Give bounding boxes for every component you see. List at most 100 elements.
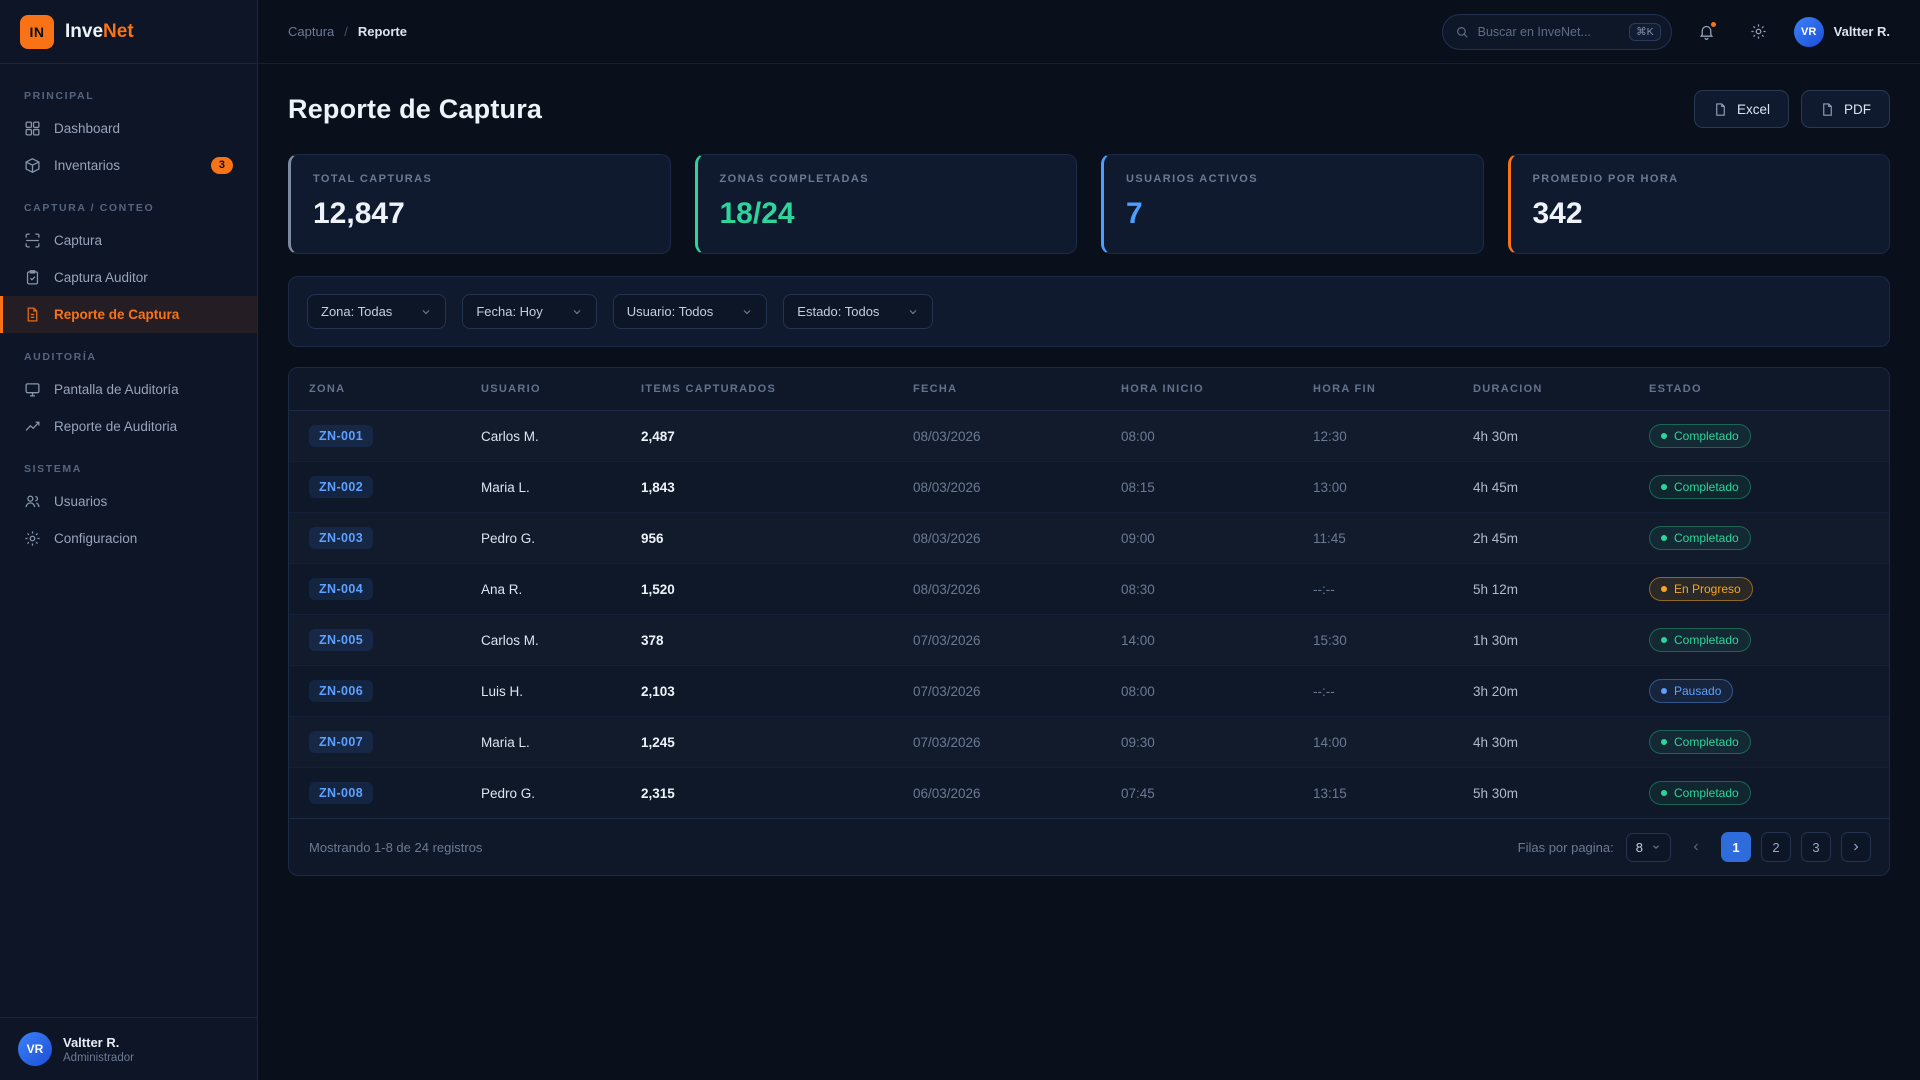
- sidebar-item-label: Usuarios: [54, 494, 108, 510]
- zone-badge[interactable]: ZN-002: [309, 476, 374, 498]
- filter-usuario[interactable]: Usuario: Todos: [612, 294, 768, 329]
- export-excel-button[interactable]: Excel: [1693, 90, 1789, 128]
- avatar: VR: [1793, 16, 1824, 47]
- stat-label: Zonas Completadas: [719, 173, 869, 185]
- sidebar-item-label: Inventarios: [54, 158, 121, 174]
- zone-badge[interactable]: ZN-008: [309, 782, 374, 804]
- col-usuario: Usuario: [465, 368, 625, 411]
- sidebar-user-name: Valtter R.: [63, 1034, 120, 1050]
- cell-usuario: Carlos M.: [465, 614, 625, 666]
- cell-duracion: 4h 45m: [1457, 461, 1633, 513]
- sidebar-item-usuarios[interactable]: Usuarios: [0, 483, 257, 520]
- brand-name: InveNet: [65, 20, 134, 42]
- sidebar-user-card[interactable]: VR Valtter R. Administrador: [0, 1017, 257, 1080]
- sidebar-item-reporte-de-captura[interactable]: Reporte de Captura: [0, 296, 257, 334]
- sidebar-item-label: Captura Auditor: [54, 270, 148, 286]
- export-actions: Excel PDF: [1693, 90, 1890, 128]
- stat-label: Promedio por Hora: [1532, 173, 1679, 185]
- zone-badge[interactable]: ZN-001: [309, 425, 374, 447]
- chevron-right-icon: [1850, 841, 1862, 853]
- filter-estado[interactable]: Estado: Todos: [783, 294, 934, 329]
- status-badge: Completado: [1649, 781, 1751, 805]
- sidebar-item-captura[interactable]: Captura: [0, 222, 257, 259]
- sidebar-item-label: Pantalla de Auditoría: [54, 382, 179, 398]
- stat-value: 7: [1126, 197, 1143, 230]
- zone-badge[interactable]: ZN-004: [309, 578, 374, 600]
- zone-badge[interactable]: ZN-007: [309, 731, 374, 753]
- sidebar-item-pantalla-auditoria[interactable]: Pantalla de Auditoría: [0, 371, 257, 408]
- cell-hora-inicio: 09:00: [1105, 512, 1297, 564]
- filter-zona[interactable]: Zona: Todas: [307, 294, 447, 329]
- settings-button[interactable]: [1742, 15, 1776, 49]
- main-area: Captura / Reporte ⌘K VR Valtter R.: [258, 0, 1920, 1080]
- topbar-user-name: Valtter R.: [1833, 24, 1890, 39]
- prev-page-button[interactable]: [1681, 832, 1711, 862]
- stat-label: Usuarios Activos: [1126, 173, 1259, 185]
- cell-duracion: 4h 30m: [1457, 410, 1633, 462]
- cell-hora-fin: 15:30: [1297, 614, 1457, 666]
- cell-usuario: Maria L.: [465, 461, 625, 513]
- audit-screen-icon: [24, 381, 41, 398]
- cell-items: 2,315: [641, 785, 675, 801]
- col-fecha: Fecha: [897, 368, 1105, 411]
- audit-report-icon: [24, 418, 41, 435]
- sidebar-item-inventarios[interactable]: Captura Inventarios 3: [0, 147, 257, 184]
- notification-dot: [1709, 20, 1717, 28]
- cell-hora-inicio: 09:30: [1105, 716, 1297, 768]
- inventarios-count-badge: 3: [210, 157, 233, 175]
- breadcrumb-parent[interactable]: Captura: [288, 24, 335, 39]
- cell-items: 2,487: [625, 410, 897, 462]
- cell-items: 1,245: [625, 716, 897, 768]
- sidebar-item-label: Dashboard: [54, 121, 121, 136]
- cell-hora-inicio: 14:00: [1105, 614, 1297, 666]
- cell-duracion: 1h 30m: [1457, 614, 1633, 666]
- content: Reporte de Captura Excel PDF Total Captu…: [258, 64, 1920, 1080]
- zone-badge[interactable]: ZN-003: [309, 527, 374, 549]
- file-pdf-icon: [1820, 102, 1835, 117]
- status-badge: Completado: [1649, 424, 1751, 448]
- cell-fecha: 08/03/2026: [897, 563, 1105, 615]
- capture-report-table: Zona Usuario Items Capturados Fecha Hora…: [289, 368, 1889, 818]
- stat-label: Total Capturas: [313, 173, 433, 185]
- rows-per-page-select[interactable]: 8: [1625, 832, 1671, 862]
- global-search[interactable]: ⌘K: [1441, 13, 1672, 50]
- zone-badge[interactable]: ZN-005: [309, 629, 374, 651]
- export-pdf-button[interactable]: PDF: [1801, 90, 1890, 128]
- filter-fecha[interactable]: Fecha: Hoy: [462, 294, 597, 329]
- showing-records-text: Mostrando 1-8 de 24 registros: [309, 839, 483, 855]
- cell-fecha: 06/03/2026: [913, 785, 981, 801]
- cell-fecha: 07/03/2026: [897, 614, 1105, 666]
- table-header-row: Zona Usuario Items Capturados Fecha Hora…: [289, 368, 1889, 411]
- nav-section-captura: Captura / Conteo: [24, 202, 155, 215]
- table-row: ZN-005 Carlos M. 378 07/03/2026 14:00 15…: [289, 614, 1889, 666]
- sidebar-item-label: Reporte de Captura: [54, 307, 180, 323]
- search-input[interactable]: [1477, 24, 1621, 39]
- sidebar: IN InveNet Principal Dashboard Captura I…: [0, 0, 258, 1080]
- cell-fecha: 07/03/2026: [897, 665, 1105, 717]
- cell-fecha: 08/03/2026: [897, 410, 1105, 462]
- capture-report-table-card: Zona Usuario Items Capturados Fecha Hora…: [288, 367, 1890, 876]
- next-page-button[interactable]: [1841, 832, 1871, 862]
- page-button-2[interactable]: 2: [1761, 832, 1791, 862]
- sidebar-item-captura-auditor[interactable]: Captura Auditor: [0, 259, 257, 296]
- sidebar-item-dashboard[interactable]: Dashboard: [0, 110, 257, 147]
- sidebar-user-role: Administrador: [63, 1051, 134, 1064]
- notifications-button[interactable]: [1690, 15, 1724, 49]
- cell-hora-inicio: 08:00: [1105, 410, 1297, 462]
- zone-badge[interactable]: ZN-006: [309, 680, 374, 702]
- cell-items: 2,103: [625, 665, 897, 717]
- topbar-user-menu[interactable]: VR Valtter R.: [1793, 16, 1890, 47]
- stat-card-promedio-por-hora: Promedio por Hora 342: [1507, 154, 1890, 254]
- page-button-3[interactable]: 3: [1801, 832, 1831, 862]
- chevron-down-icon: [907, 306, 919, 318]
- stat-value: 18/24: [719, 197, 795, 230]
- sidebar-item-configuracion[interactable]: Configuracion: [0, 520, 257, 557]
- sidebar-item-label: Captura: [54, 233, 103, 249]
- chevron-down-icon: [741, 306, 753, 318]
- file-excel-icon: [1713, 102, 1728, 117]
- breadcrumb-current: Reporte: [357, 24, 407, 39]
- filter-estado-label: Estado: Todos: [797, 304, 880, 319]
- page-button-1[interactable]: 1: [1721, 832, 1751, 862]
- sidebar-item-reporte-auditoria[interactable]: Reporte de Auditoria: [0, 408, 257, 445]
- chevron-left-icon: [1690, 841, 1702, 853]
